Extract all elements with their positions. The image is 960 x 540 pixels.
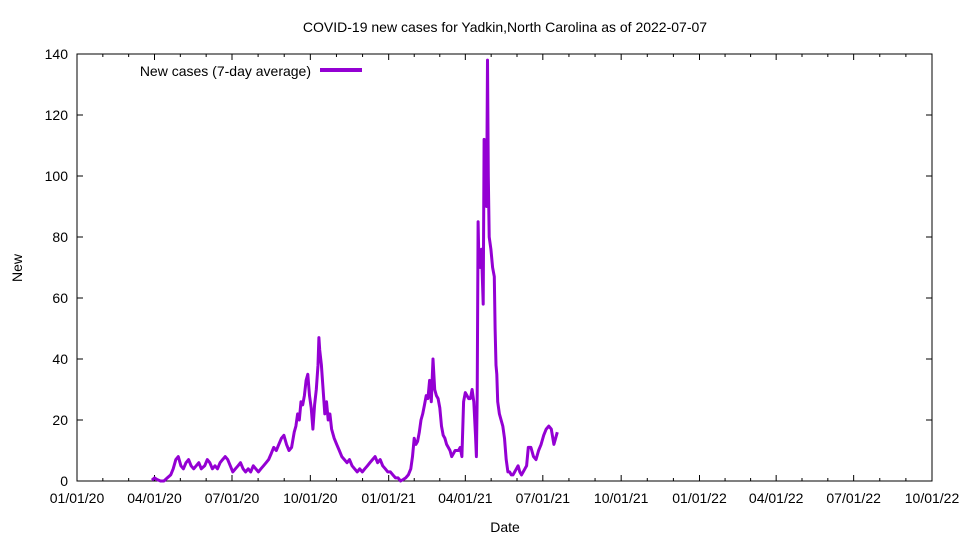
x-tick-label: 01/01/21 — [361, 490, 416, 506]
x-tick-label: 04/01/20 — [127, 490, 182, 506]
y-tick-label: 100 — [45, 168, 69, 184]
x-tick-label: 01/01/20 — [50, 490, 105, 506]
series-line — [150, 58, 559, 483]
y-tick-label: 120 — [45, 107, 69, 123]
legend: New cases (7-day average) — [140, 63, 362, 79]
y-axis-label: New — [9, 253, 25, 282]
y-tick-label: 140 — [45, 46, 69, 62]
x-tick-label: 01/01/22 — [672, 490, 727, 506]
series-layer — [150, 58, 559, 483]
x-axis: 01/01/20 04/01/20 07/01/20 10/01/20 01/01/21… — [50, 54, 960, 506]
x-tick-label: 04/01/21 — [438, 490, 493, 506]
y-tick-label: 20 — [52, 412, 68, 428]
x-tick-label: 04/01/22 — [749, 490, 804, 506]
legend-label: New cases (7-day average) — [140, 63, 311, 79]
chart-title: COVID-19 new cases for Yadkin,North Caro… — [303, 19, 707, 35]
plot-frame — [76, 53, 933, 482]
y-axis: 0 20 40 60 80 100 120 140 — [45, 46, 932, 489]
x-tick-label: 07/01/21 — [516, 490, 571, 506]
y-tick-label: 80 — [52, 229, 68, 245]
y-tick-label: 0 — [60, 473, 68, 489]
x-tick-label: 10/01/21 — [594, 490, 649, 506]
y-tick-label: 40 — [52, 351, 68, 367]
x-axis-label: Date — [490, 519, 520, 535]
x-tick-label: 10/01/20 — [283, 490, 338, 506]
x-tick-label: 10/01/22 — [905, 490, 960, 506]
x-tick-label: 07/01/20 — [205, 490, 260, 506]
y-tick-label: 60 — [52, 290, 68, 306]
x-tick-label: 07/01/22 — [826, 490, 881, 506]
